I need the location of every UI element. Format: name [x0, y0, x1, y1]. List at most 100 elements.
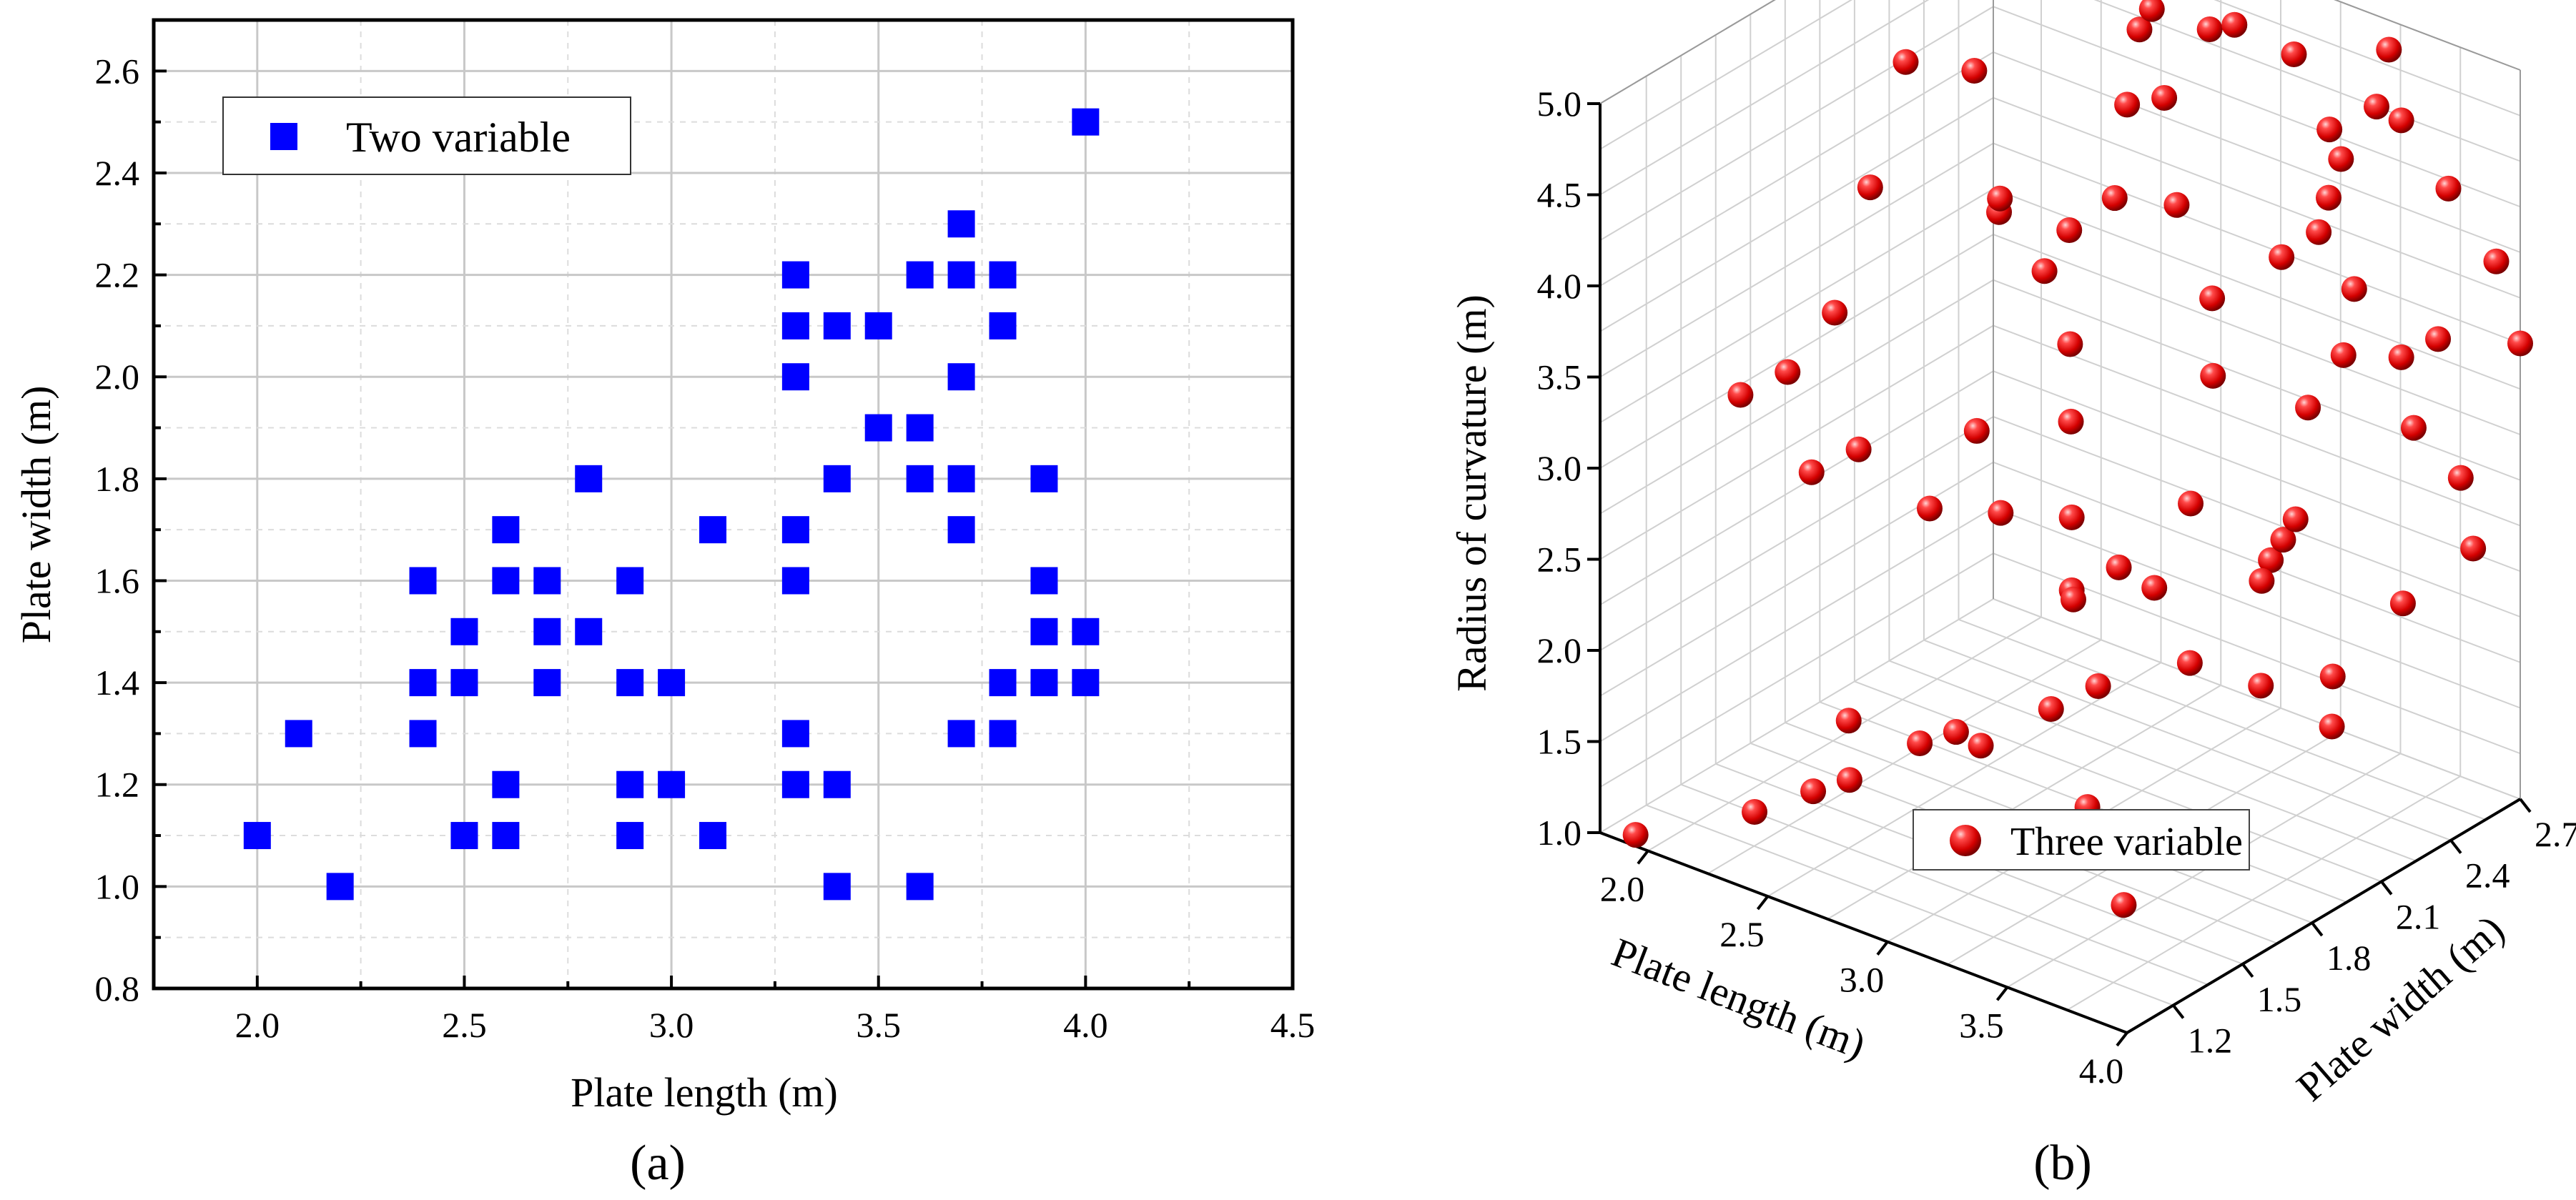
back-wall-gridline [2334, 0, 2521, 71]
data-point [1987, 185, 2013, 212]
data-point [823, 465, 851, 492]
z-tick-label: 4.5 [1537, 175, 1582, 215]
panel-a-legend: Two variable [222, 96, 631, 175]
data-point [2176, 650, 2203, 676]
panel-b-z-axis-title: Radius of curvature (m) [1449, 294, 1495, 692]
data-point [947, 720, 975, 748]
x-tick-mark [2116, 1031, 2128, 1047]
data-point [781, 261, 809, 289]
data-point [2364, 94, 2389, 120]
y-tick-mark [2241, 963, 2254, 978]
data-point [2447, 465, 2474, 491]
back-wall-gridline [1993, 51, 2521, 253]
y-tick-label: 1.2 [2188, 1021, 2233, 1061]
side-wall-gridline [1599, 142, 1994, 378]
side-wall-gridline [1599, 279, 1994, 515]
z-tick-label: 1.0 [1537, 813, 1582, 853]
data-point [1907, 730, 1933, 756]
data-point [409, 669, 437, 697]
data-point [2058, 504, 2085, 530]
data-point [2196, 16, 2223, 43]
back-wall-gridline [1993, 234, 2521, 435]
legend-marker-sphere [1950, 825, 1981, 856]
panel-a-x-tick-labels: 2.0 2.5 3.0 3.5 4.0 4.5 [235, 1005, 1316, 1045]
data-point [2389, 590, 2416, 617]
x-tick-label: 4.5 [1270, 1005, 1316, 1045]
data-point [2151, 84, 2178, 111]
panel-b-tick-labels: 2.0 2.5 3.0 3.5 4.0 1.2 1.5 1.8 2.1 2.4 2.7 1.0 1.5 2… [1537, 84, 2576, 1091]
data-point [699, 822, 727, 850]
data-point [492, 822, 520, 850]
data-point [906, 873, 934, 901]
side-wall-gridline [1599, 96, 1994, 332]
data-point [781, 363, 809, 391]
data-point [2258, 547, 2284, 573]
panel-b-series-three-variable [1622, 0, 2533, 918]
side-wall-gridline [1599, 416, 1994, 651]
y-tick-label: 2.0 [95, 357, 140, 397]
data-point [2376, 36, 2402, 63]
data-point [906, 261, 934, 289]
back-wall-gridline [1993, 461, 2521, 663]
data-point [1961, 58, 1988, 84]
side-wall-gridline [1599, 552, 1994, 788]
box-edge [1599, 0, 1776, 104]
data-point [1775, 359, 1801, 385]
data-point [243, 822, 271, 850]
data-point [2057, 331, 2083, 357]
y-tick-label: 1.2 [95, 765, 140, 805]
data-point [1963, 417, 1990, 444]
data-point [699, 516, 727, 544]
y-tick-label: 2.7 [2535, 814, 2576, 854]
side-wall-gridline [1599, 234, 1994, 469]
y-tick-label: 2.4 [95, 153, 140, 193]
data-point [1892, 49, 1919, 75]
y-tick-mark [2311, 921, 2324, 937]
panel-a-y-axis-title: Plate width (m) [13, 386, 59, 644]
y-tick-mark [2380, 881, 2393, 896]
panel-a-plot-frame [152, 18, 1295, 991]
panel-b-3d-grid [1599, 0, 2521, 1033]
data-point [616, 567, 644, 595]
y-tick-mark [2519, 798, 2532, 813]
data-point [947, 465, 975, 492]
z-tick-label: 4.0 [1537, 266, 1582, 306]
y-tick-label: 1.4 [95, 663, 140, 703]
data-point [1835, 708, 1862, 734]
back-wall-gridline [1993, 142, 2521, 344]
data-point [781, 312, 809, 339]
x-tick-label: 2.5 [442, 1005, 487, 1045]
data-point [1727, 382, 1754, 408]
data-point [2249, 567, 2275, 594]
data-point [2138, 0, 2165, 22]
data-point [616, 770, 644, 798]
data-point [2178, 490, 2204, 517]
side-wall-gridline [1599, 6, 1994, 242]
back-wall-gridline [1993, 416, 2521, 618]
x-tick-label: 2.0 [235, 1005, 280, 1045]
floor-gridline [1647, 616, 2042, 852]
data-point [2221, 11, 2248, 38]
data-point [781, 720, 809, 748]
data-point [947, 516, 975, 544]
x-tick-mark [1637, 850, 1649, 865]
data-point [492, 770, 520, 798]
data-point [2269, 244, 2295, 270]
data-point [2200, 362, 2226, 389]
data-point [2330, 342, 2357, 368]
data-point [2328, 146, 2354, 172]
panel-a-label-text: (a) [630, 1136, 686, 1191]
data-point [1836, 767, 1862, 793]
data-point [2060, 586, 2086, 613]
data-point [2126, 16, 2153, 43]
data-point [1822, 299, 1848, 326]
x-tick-label: 4.0 [1063, 1005, 1108, 1045]
data-point [2316, 116, 2343, 143]
data-point [906, 414, 934, 442]
floor-gridline [1923, 639, 2452, 841]
legend-label: Two variable [346, 114, 571, 161]
floor-gridline [1680, 783, 2209, 986]
data-point [2388, 107, 2414, 134]
data-point [1072, 669, 1100, 697]
